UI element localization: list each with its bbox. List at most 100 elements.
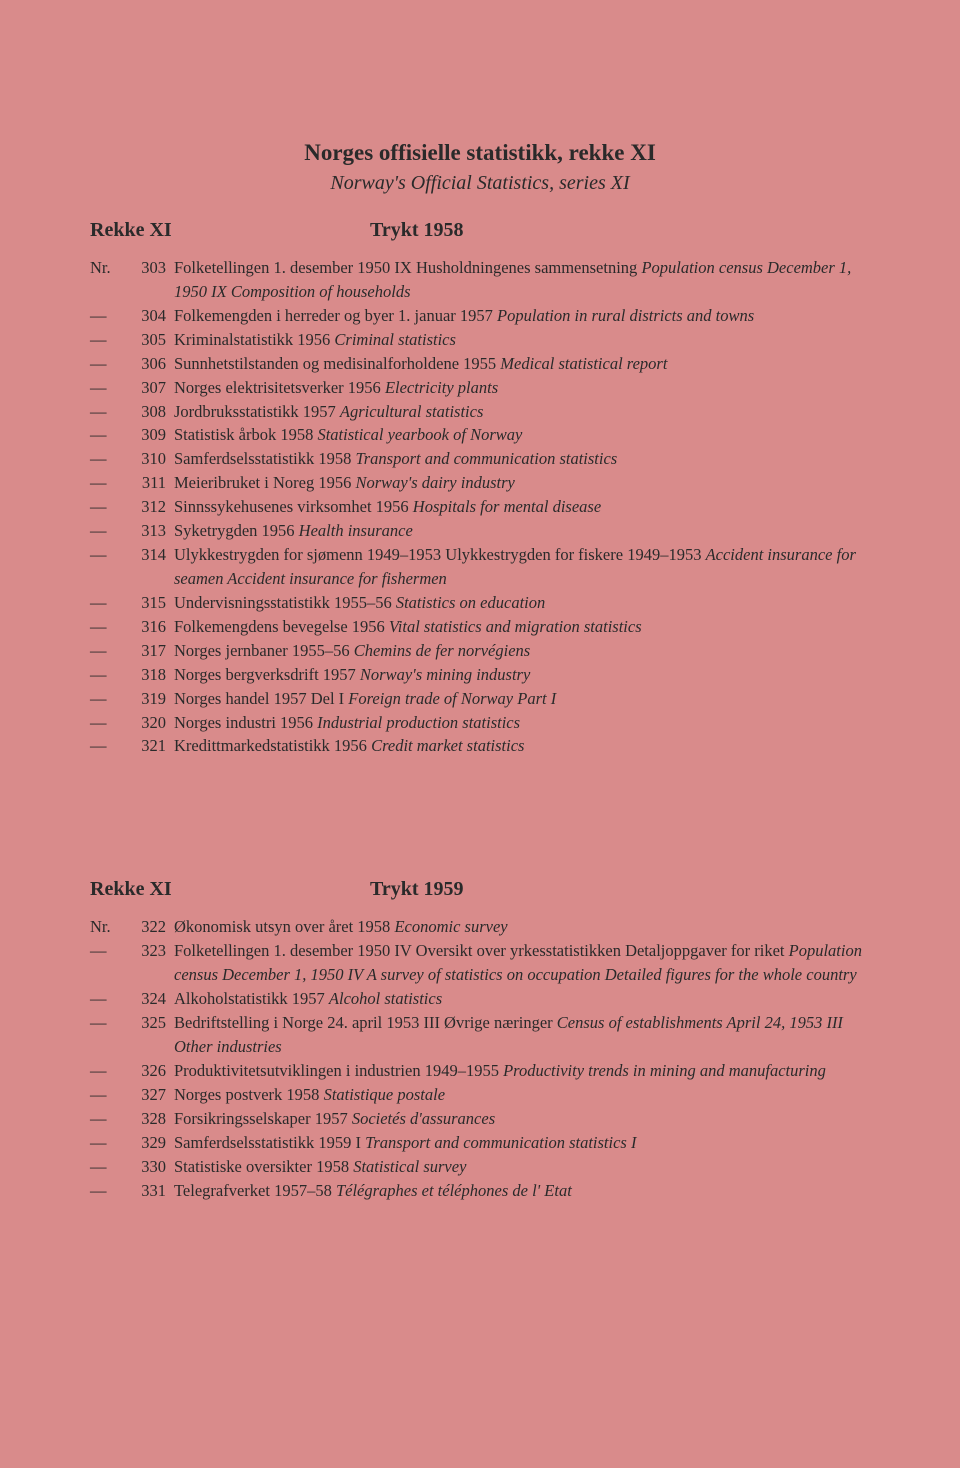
entry-body: Statistisk årbok 1958 Statistical yearbo… [174,423,870,447]
entry-number: 329 [126,1131,174,1155]
entry-body: Norges jernbaner 1955–56 Chemins de fer … [174,639,870,663]
entry-body: Norges industri 1956 Industrial producti… [174,711,870,735]
entry-body: Forsikringsselskaper 1957 Societés d'ass… [174,1107,870,1131]
entry-number: 323 [126,939,174,987]
entry-text: Folketellingen 1. desember 1950 IV Overs… [174,941,789,960]
entry-number: 303 [126,256,174,304]
entry-body: Syketrygden 1956 Health insurance [174,519,870,543]
entry-italic-text: Norway's mining industry [360,665,530,684]
entry-text: Samferdselsstatistikk 1958 [174,449,355,468]
list-entry: —320Norges industri 1956 Industrial prod… [90,711,870,735]
list-entry: —306Sunnhetstilstanden og medisinalforho… [90,352,870,376]
entry-prefix: — [90,400,126,424]
entry-text: Alkoholstatistikk 1957 [174,989,329,1008]
entry-italic-text: Productivity trends in mining and manufa… [503,1061,826,1080]
entry-text: Produktivitetsutviklingen i industrien 1… [174,1061,503,1080]
list-entry: Nr.322Økonomisk utsyn over året 1958 Eco… [90,915,870,939]
entry-prefix: — [90,1131,126,1155]
entry-italic-text: Population in rural districts and towns [497,306,754,325]
entry-prefix: — [90,939,126,987]
list-entry: —316Folkemengdens bevegelse 1956 Vital s… [90,615,870,639]
list-entry: —315Undervisningsstatistikk 1955–56 Stat… [90,591,870,615]
entry-prefix: — [90,1083,126,1107]
entry-number: 325 [126,1011,174,1059]
entry-text: Meieribruket i Noreg 1956 [174,473,355,492]
entry-prefix: — [90,328,126,352]
list-entry: —313Syketrygden 1956 Health insurance [90,519,870,543]
entry-prefix: — [90,519,126,543]
list-entry: —304Folkemengden i herreder og byer 1. j… [90,304,870,328]
entry-body: Norges handel 1957 Del I Foreign trade o… [174,687,870,711]
entry-prefix: — [90,304,126,328]
entry-prefix: — [90,711,126,735]
entry-prefix: — [90,423,126,447]
entry-text: Undervisningsstatistikk 1955–56 [174,593,396,612]
entry-body: Folkemengden i herreder og byer 1. janua… [174,304,870,328]
list-entry: —311Meieribruket i Noreg 1956 Norway's d… [90,471,870,495]
entry-prefix: — [90,471,126,495]
section-2-left: Rekke XI [90,878,370,901]
list-entry: —321Kredittmarkedstatistikk 1956 Credit … [90,734,870,758]
entry-number: 311 [126,471,174,495]
subtitle: Norway's Official Statistics, series XI [90,172,870,195]
entry-number: 306 [126,352,174,376]
list-entry: —312Sinnssykehusenes virksomhet 1956 Hos… [90,495,870,519]
entry-body: Telegrafverket 1957–58 Télégraphes et té… [174,1179,870,1203]
list-entry: —317Norges jernbaner 1955–56 Chemins de … [90,639,870,663]
entry-text: Statistisk årbok 1958 [174,425,317,444]
entry-number: 327 [126,1083,174,1107]
entry-italic-text: Chemins de fer norvégiens [354,641,530,660]
entry-number: 321 [126,734,174,758]
entry-italic-text: Statistics on education [396,593,545,612]
entry-body: Folketellingen 1. desember 1950 IV Overs… [174,939,870,987]
entry-text: Forsikringsselskaper 1957 [174,1109,352,1128]
list-entry: —307Norges elektrisitetsverker 1956 Elec… [90,376,870,400]
list-entry: —328Forsikringsselskaper 1957 Societés d… [90,1107,870,1131]
entry-number: 319 [126,687,174,711]
entry-text: Telegrafverket 1957–58 [174,1181,336,1200]
entry-body: Sinnssykehusenes virksomhet 1956 Hospita… [174,495,870,519]
entry-body: Kredittmarkedstatistikk 1956 Credit mark… [174,734,870,758]
section-1-header: Rekke XI Trykt 1958 [90,219,870,242]
entry-italic-text: Hospitals for mental disease [413,497,601,516]
entry-number: 317 [126,639,174,663]
entry-italic-text: Economic survey [394,917,507,936]
entry-number: 326 [126,1059,174,1083]
entry-body: Folketellingen 1. desember 1950 IX Husho… [174,256,870,304]
entry-italic-text: Industrial production statistics [317,713,520,732]
entry-prefix: — [90,1059,126,1083]
entry-number: 330 [126,1155,174,1179]
entry-number: 316 [126,615,174,639]
entry-italic-text: Vital statistics and migration statistic… [389,617,642,636]
list-entry: —314Ulykkestrygden for sjømenn 1949–1953… [90,543,870,591]
list-entry: —323Folketellingen 1. desember 1950 IV O… [90,939,870,987]
list-entry: —329Samferdselsstatistikk 1959 I Transpo… [90,1131,870,1155]
entry-italic-text: Statistical survey [353,1157,466,1176]
entry-number: 331 [126,1179,174,1203]
entry-italic-text: Transport and communication statistics I [365,1133,636,1152]
entry-prefix: — [90,543,126,591]
entry-italic-text: Medical statistical report [500,354,667,373]
entry-text: Syketrygden 1956 [174,521,299,540]
entry-text: Statistiske oversikter 1958 [174,1157,353,1176]
entry-text: Samferdselsstatistikk 1959 I [174,1133,365,1152]
list-entry: —318Norges bergverksdrift 1957 Norway's … [90,663,870,687]
entry-prefix: — [90,639,126,663]
entry-prefix: — [90,987,126,1011]
list-entry: —327Norges postverk 1958 Statistique pos… [90,1083,870,1107]
entry-body: Folkemengdens bevegelse 1956 Vital stati… [174,615,870,639]
entry-text: Sunnhetstilstanden og medisinalforholden… [174,354,500,373]
entry-italic-text: Electricity plants [385,378,498,397]
entry-italic-text: Statistical yearbook of Norway [317,425,522,444]
entry-text: Norges industri 1956 [174,713,317,732]
entry-body: Norges bergverksdrift 1957 Norway's mini… [174,663,870,687]
entry-prefix: — [90,591,126,615]
entry-number: 328 [126,1107,174,1131]
entry-prefix: — [90,734,126,758]
entry-number: 304 [126,304,174,328]
entry-italic-text: Télégraphes et téléphones de l' Etat [336,1181,572,1200]
entry-text: Norges postverk 1958 [174,1085,324,1104]
entry-text: Ulykkestrygden for sjømenn 1949–1953 Uly… [174,545,706,564]
entry-text: Norges handel 1957 Del I [174,689,348,708]
list-entry: Nr.303Folketellingen 1. desember 1950 IX… [90,256,870,304]
